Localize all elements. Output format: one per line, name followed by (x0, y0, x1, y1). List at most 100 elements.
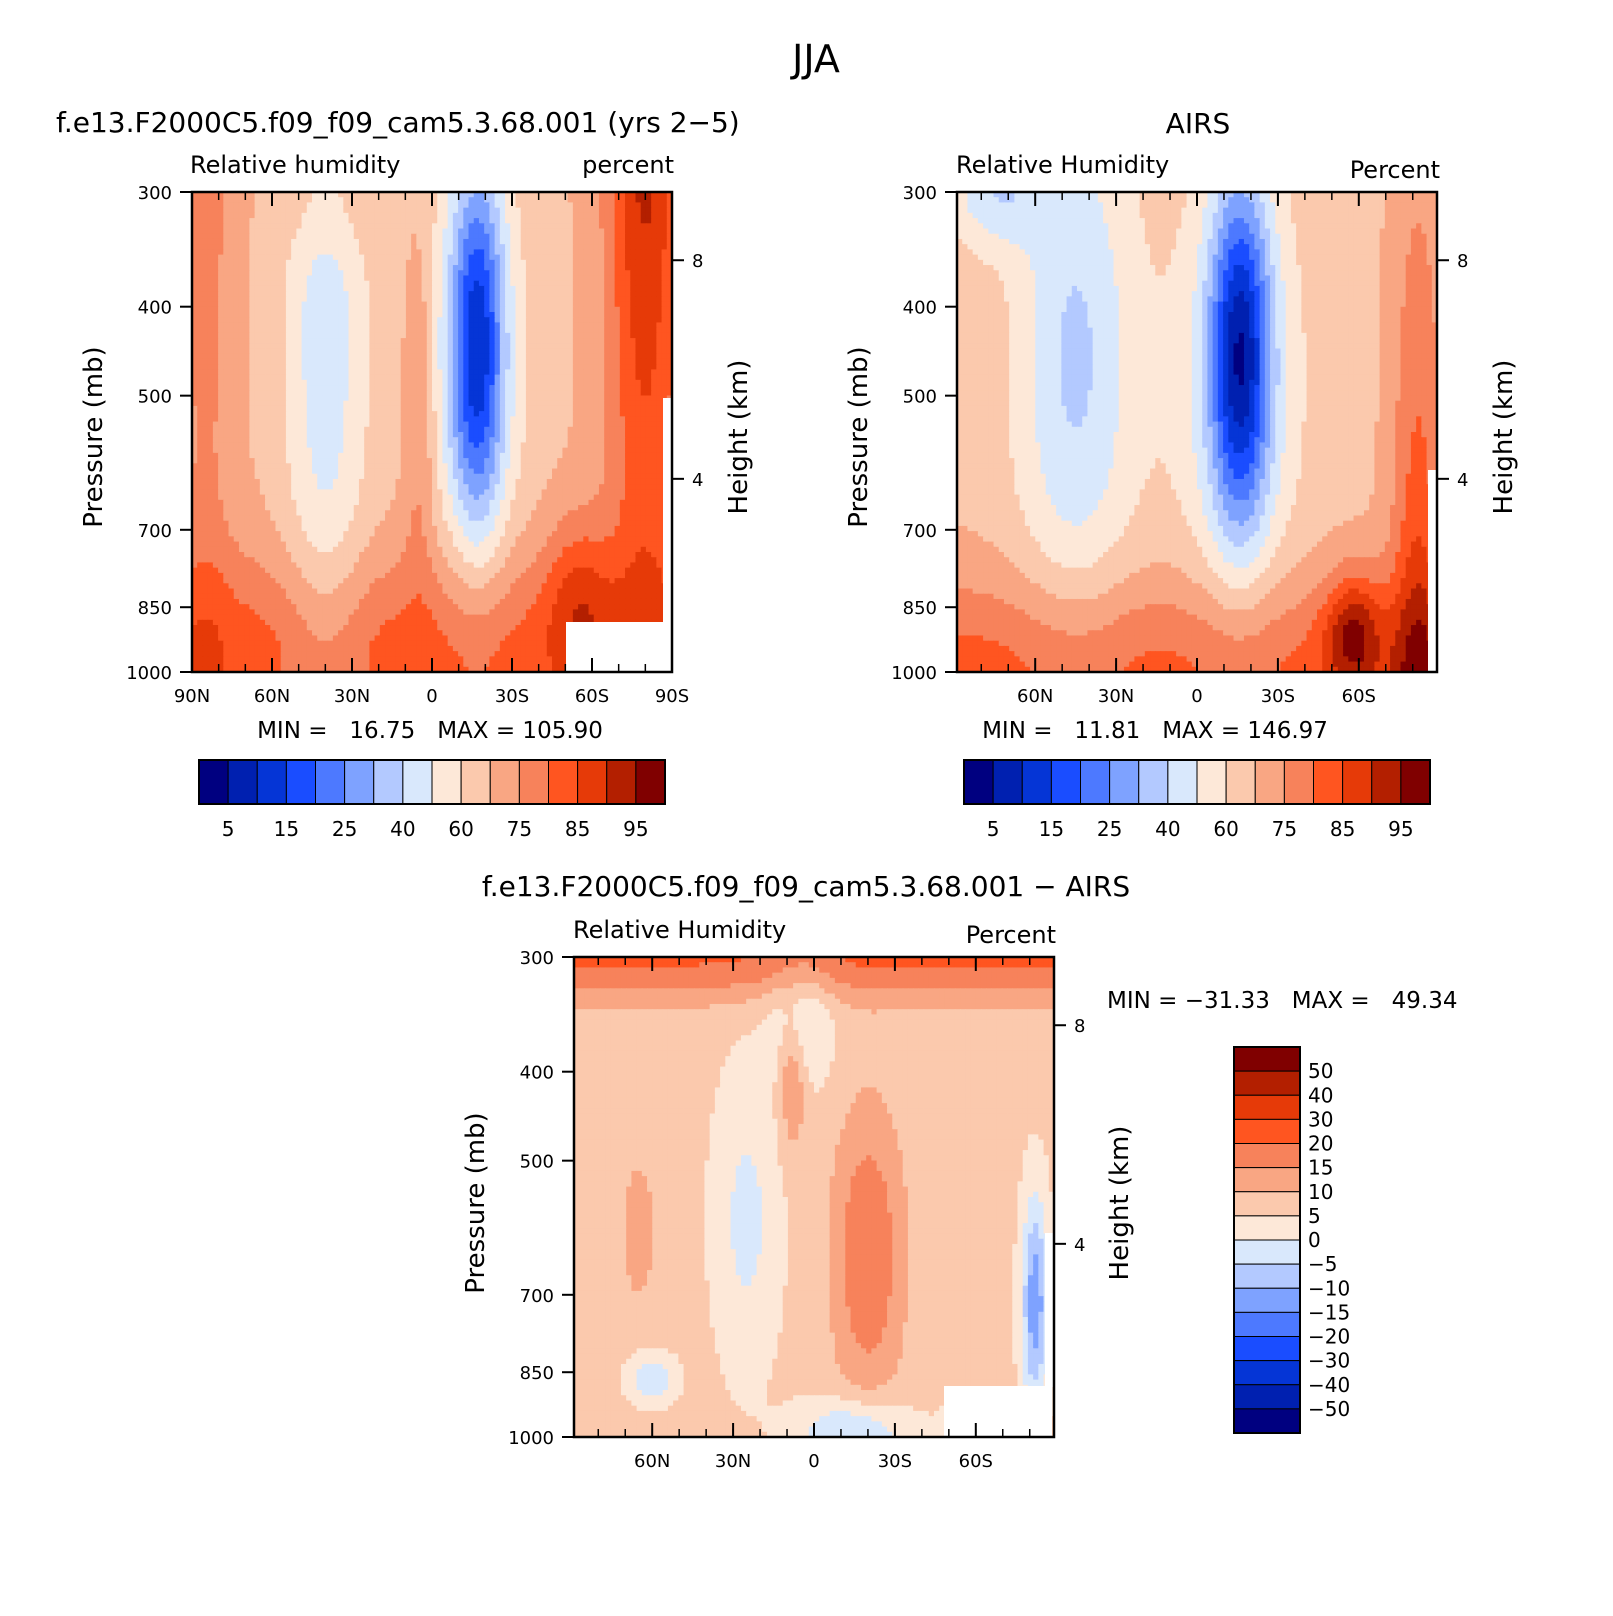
contour-cell (265, 202, 271, 208)
contour-cell (479, 437, 485, 443)
contour-cell (234, 437, 240, 443)
contour-cell (359, 234, 365, 240)
contour-cell (406, 239, 412, 245)
contour-cell (479, 359, 485, 365)
contour-cell (442, 307, 448, 313)
contour-cell (589, 437, 595, 443)
contour-cell (453, 395, 459, 401)
contour-cell (312, 395, 318, 401)
contour-cell (583, 296, 589, 302)
contour-cell (662, 359, 668, 365)
contour-cell (359, 422, 365, 428)
contour-cell (411, 343, 417, 349)
contour-cell (526, 406, 532, 412)
contour-cell (469, 349, 475, 355)
contour-cell (286, 333, 292, 339)
contour-cell (531, 416, 537, 422)
contour-cell (307, 427, 313, 433)
contour-cell (213, 427, 219, 433)
contour-cell (474, 401, 480, 407)
contour-cell (484, 369, 490, 375)
contour-cell (208, 286, 214, 292)
contour-cell (662, 255, 668, 261)
contour-cell (265, 469, 271, 475)
contour-cell (265, 208, 271, 214)
contour-cell (255, 223, 261, 229)
contour-cell (531, 349, 537, 355)
contour-cell (495, 213, 501, 219)
contour-cell (589, 213, 595, 219)
contour-cell (265, 270, 271, 276)
contour-cell (307, 229, 313, 235)
contour-cell (479, 406, 485, 412)
contour-cell (427, 302, 433, 308)
contour-cell (401, 416, 407, 422)
contour-cell (615, 229, 621, 235)
contour-cell (573, 197, 579, 203)
contour-cell (437, 229, 443, 235)
contour-cell (453, 322, 459, 328)
contour-cell (589, 343, 595, 349)
contour-cell (213, 453, 219, 459)
contour-cell (349, 364, 355, 370)
contour-cell (599, 229, 605, 235)
contour-cell (218, 322, 224, 328)
contour-cell (557, 296, 563, 302)
contour-cell (328, 416, 334, 422)
contour-cell (589, 244, 595, 250)
contour-cell (562, 338, 568, 344)
contour-cell (458, 229, 464, 235)
contour-cell (202, 390, 208, 396)
contour-cell (448, 395, 454, 401)
contour-cell (521, 411, 527, 417)
contour-cell (547, 458, 553, 464)
contour-cell (651, 307, 657, 313)
contour-cell (615, 208, 621, 214)
contour-cell (505, 270, 511, 276)
contour-cell (338, 213, 344, 219)
contour-cell (208, 380, 214, 386)
contour-cell (213, 369, 219, 375)
contour-cell (375, 322, 381, 328)
contour-cell (270, 458, 276, 464)
contour-cell (474, 213, 480, 219)
contour-cell (615, 260, 621, 266)
contour-cell (432, 234, 438, 240)
contour-cell (255, 448, 261, 454)
contour-cell (615, 291, 621, 297)
contour-cell (547, 312, 553, 318)
contour-cell (411, 296, 417, 302)
contour-cell (312, 270, 318, 276)
contour-cell (620, 218, 626, 224)
contour-cell (406, 322, 412, 328)
contour-cell (328, 249, 334, 255)
contour-cell (448, 416, 454, 422)
contour-cell (620, 364, 626, 370)
contour-cell (620, 369, 626, 375)
contour-cell (437, 239, 443, 245)
contour-cell (625, 322, 631, 328)
contour-cell (411, 202, 417, 208)
contour-cell (442, 291, 448, 297)
contour-cell (359, 354, 365, 360)
contour-cell (354, 369, 360, 375)
contour-cell (307, 296, 313, 302)
contour-cell (662, 369, 668, 375)
contour-cell (562, 422, 568, 428)
contour-cell (265, 296, 271, 302)
contour-cell (286, 291, 292, 297)
contour-cell (275, 369, 281, 375)
contour-cell (557, 202, 563, 208)
contour-cell (369, 395, 375, 401)
contour-cell (536, 390, 542, 396)
contour-cell (641, 406, 647, 412)
contour-cell (249, 281, 255, 287)
contour-cell (615, 422, 621, 428)
contour-cell (432, 239, 438, 245)
contour-cell (291, 260, 297, 266)
contour-cell (635, 338, 641, 344)
contour-cell (500, 463, 506, 469)
contour-cell (573, 317, 579, 323)
contour-cell (620, 422, 626, 428)
contour-cell (458, 458, 464, 464)
